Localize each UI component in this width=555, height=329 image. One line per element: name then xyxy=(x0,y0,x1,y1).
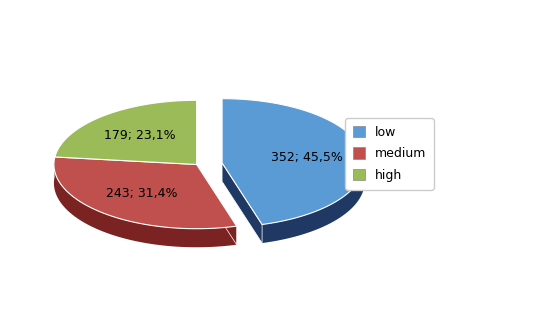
Polygon shape xyxy=(262,157,365,243)
Legend: low, medium, high: low, medium, high xyxy=(345,118,434,190)
Polygon shape xyxy=(55,100,196,164)
Polygon shape xyxy=(222,163,262,243)
Polygon shape xyxy=(222,99,365,224)
Polygon shape xyxy=(196,164,236,245)
Text: 179; 23,1%: 179; 23,1% xyxy=(104,129,175,142)
Polygon shape xyxy=(54,159,236,247)
Text: 243; 31,4%: 243; 31,4% xyxy=(105,188,177,200)
Polygon shape xyxy=(54,157,236,229)
Text: 352; 45,5%: 352; 45,5% xyxy=(271,151,343,164)
